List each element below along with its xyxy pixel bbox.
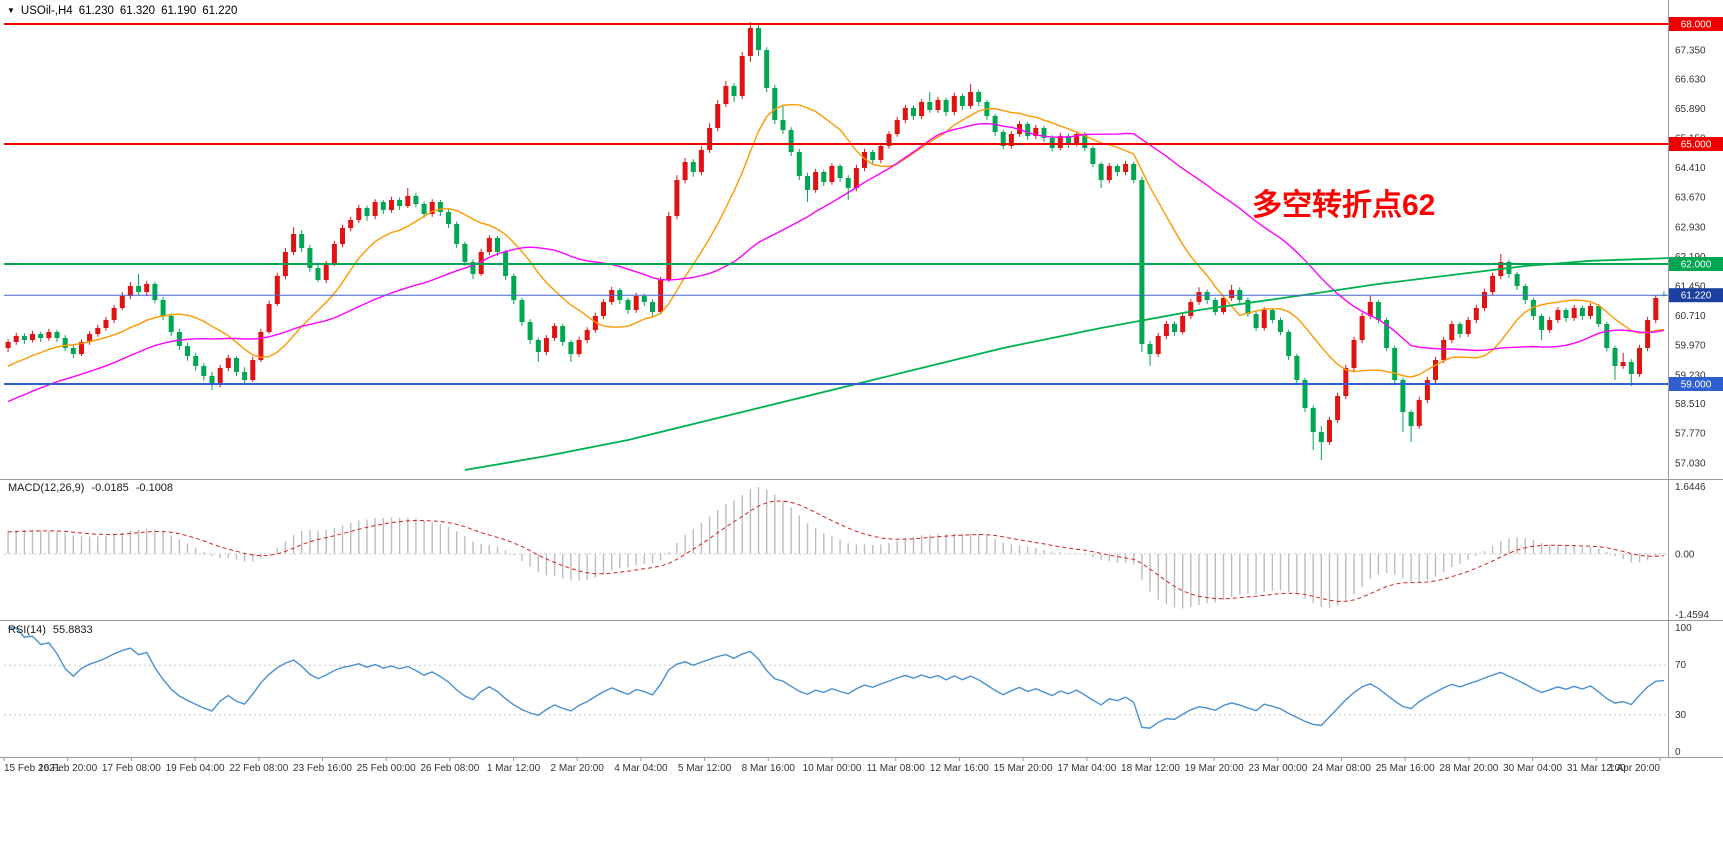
svg-text:2 Mar 20:00: 2 Mar 20:00 bbox=[551, 763, 605, 774]
rsi-indicator-label: RSI(14) 55.8833 bbox=[8, 624, 93, 636]
svg-text:70: 70 bbox=[1675, 660, 1687, 671]
macd-main-value: -0.0185 bbox=[91, 482, 129, 494]
svg-text:1 Apr 20:00: 1 Apr 20:00 bbox=[1609, 763, 1661, 774]
svg-text:4 Mar 04:00: 4 Mar 04:00 bbox=[614, 763, 668, 774]
svg-text:59.000: 59.000 bbox=[1681, 380, 1712, 391]
svg-text:68.000: 68.000 bbox=[1681, 20, 1712, 31]
svg-text:24 Mar 08:00: 24 Mar 08:00 bbox=[1312, 763, 1371, 774]
price-low: 61.190 bbox=[161, 5, 197, 17]
svg-text:31 Mar 12:00: 31 Mar 12:00 bbox=[1567, 763, 1626, 774]
svg-text:23 Feb 16:00: 23 Feb 16:00 bbox=[293, 763, 352, 774]
svg-text:16 Feb 20:00: 16 Feb 20:00 bbox=[38, 763, 97, 774]
svg-text:12 Mar 16:00: 12 Mar 16:00 bbox=[930, 763, 989, 774]
svg-text:19 Feb 04:00: 19 Feb 04:00 bbox=[166, 763, 225, 774]
symbol-info: ▼ USOil-,H4 61.230 61.320 61.190 61.220 bbox=[7, 5, 237, 17]
svg-text:8 Mar 16:00: 8 Mar 16:00 bbox=[742, 763, 796, 774]
svg-text:65.000: 65.000 bbox=[1681, 140, 1712, 151]
svg-text:1.6446: 1.6446 bbox=[1675, 482, 1706, 493]
svg-text:5 Mar 12:00: 5 Mar 12:00 bbox=[678, 763, 732, 774]
svg-text:59.230: 59.230 bbox=[1675, 370, 1706, 381]
svg-text:17 Mar 04:00: 17 Mar 04:00 bbox=[1057, 763, 1116, 774]
svg-text:17 Feb 08:00: 17 Feb 08:00 bbox=[102, 763, 161, 774]
svg-text:58.510: 58.510 bbox=[1675, 399, 1706, 410]
svg-text:30: 30 bbox=[1675, 710, 1687, 721]
svg-text:59.970: 59.970 bbox=[1675, 341, 1706, 352]
svg-text:25 Mar 16:00: 25 Mar 16:00 bbox=[1376, 763, 1435, 774]
svg-text:61.450: 61.450 bbox=[1675, 282, 1706, 293]
svg-text:10 Mar 00:00: 10 Mar 00:00 bbox=[803, 763, 862, 774]
svg-text:64.410: 64.410 bbox=[1675, 163, 1706, 174]
svg-text:23 Mar 00:00: 23 Mar 00:00 bbox=[1248, 763, 1307, 774]
macd-indicator-label: MACD(12,26,9) -0.0185 -0.1008 bbox=[8, 482, 173, 494]
svg-text:1 Mar 12:00: 1 Mar 12:00 bbox=[487, 763, 541, 774]
svg-text:60.710: 60.710 bbox=[1675, 311, 1706, 322]
rsi-value: 55.8833 bbox=[52, 624, 93, 636]
svg-text:-1.4594: -1.4594 bbox=[1675, 610, 1709, 621]
svg-text:19 Mar 20:00: 19 Mar 20:00 bbox=[1185, 763, 1244, 774]
dropdown-arrow-icon[interactable]: ▼ bbox=[7, 6, 15, 15]
chart-annotation: 多空转折点62 bbox=[1252, 189, 1436, 222]
svg-text:15 Feb 2021: 15 Feb 2021 bbox=[4, 763, 61, 774]
macd-name: MACD(12,26,9) bbox=[8, 482, 85, 494]
svg-text:0: 0 bbox=[1675, 747, 1681, 758]
svg-text:57.770: 57.770 bbox=[1675, 429, 1706, 440]
svg-text:25 Feb 00:00: 25 Feb 00:00 bbox=[357, 763, 416, 774]
svg-text:62.000: 62.000 bbox=[1681, 260, 1712, 271]
svg-text:11 Mar 08:00: 11 Mar 08:00 bbox=[867, 763, 926, 774]
svg-text:63.670: 63.670 bbox=[1675, 193, 1706, 204]
svg-text:0.00: 0.00 bbox=[1675, 549, 1695, 560]
svg-text:57.030: 57.030 bbox=[1675, 458, 1706, 469]
svg-text:67.350: 67.350 bbox=[1675, 46, 1706, 57]
price-high: 61.320 bbox=[119, 5, 156, 17]
price-close: 61.220 bbox=[202, 5, 238, 17]
svg-text:66.630: 66.630 bbox=[1675, 74, 1706, 85]
svg-text:100: 100 bbox=[1675, 623, 1692, 634]
macd-signal-value: -0.1008 bbox=[135, 482, 174, 494]
svg-text:65.890: 65.890 bbox=[1675, 104, 1706, 115]
svg-text:30 Mar 04:00: 30 Mar 04:00 bbox=[1503, 763, 1562, 774]
svg-text:62.930: 62.930 bbox=[1675, 222, 1706, 233]
svg-text:15 Mar 20:00: 15 Mar 20:00 bbox=[994, 763, 1053, 774]
price-open: 61.230 bbox=[78, 5, 114, 17]
svg-text:61.220: 61.220 bbox=[1681, 291, 1712, 302]
svg-text:28 Mar 20:00: 28 Mar 20:00 bbox=[1439, 763, 1498, 774]
symbol-name: USOil-,H4 bbox=[20, 5, 73, 17]
svg-text:26 Feb 08:00: 26 Feb 08:00 bbox=[420, 763, 479, 774]
rsi-name: RSI(14) bbox=[8, 624, 46, 636]
svg-text:22 Feb 08:00: 22 Feb 08:00 bbox=[229, 763, 288, 774]
svg-text:18 Mar 12:00: 18 Mar 12:00 bbox=[1121, 763, 1180, 774]
